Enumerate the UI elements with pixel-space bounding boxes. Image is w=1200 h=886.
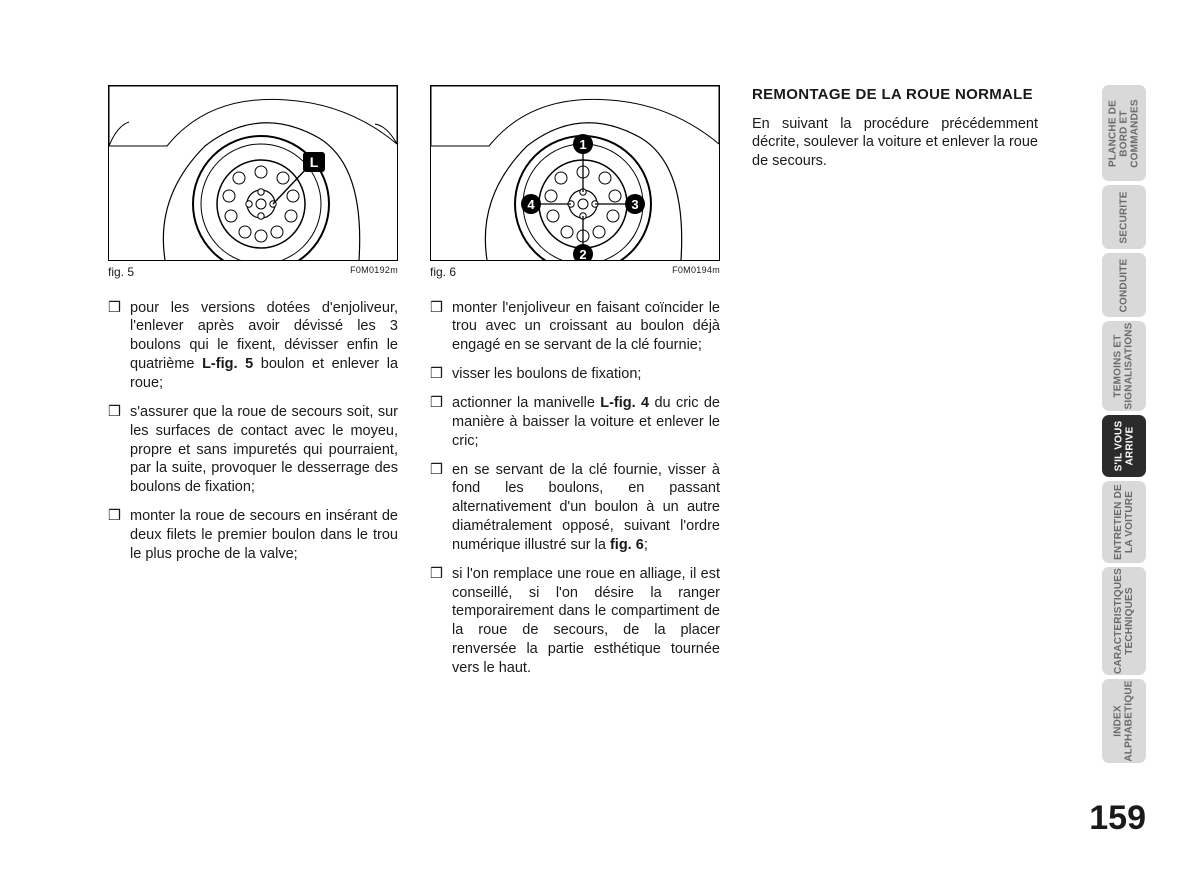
figure-6: 1 3 2 4 <box>430 85 720 261</box>
side-tab-label: CONDUITE <box>1119 258 1130 312</box>
side-tab-label: CARACTERISTIQUESTECHNIQUES <box>1113 568 1135 674</box>
fig6-label-3: 3 <box>631 197 638 212</box>
side-tab-6[interactable]: CARACTERISTIQUESTECHNIQUES <box>1102 567 1146 675</box>
page-content: L fig. 5 F0M0192m pour les versions doté… <box>108 85 1038 688</box>
side-tab-label: S'IL VOUSARRIVE <box>1113 421 1135 472</box>
list-item: en se servant de la clé fournie, visser … <box>430 461 720 555</box>
side-tab-5[interactable]: ENTRETIEN DELA VOITURE <box>1102 481 1146 563</box>
side-tab-0[interactable]: PLANCHE DEBORD ETCOMMANDES <box>1102 85 1146 181</box>
list-item: si l'on remplace une roue en alliage, il… <box>430 565 720 678</box>
list-item: visser les boulons de fixation; <box>430 365 720 384</box>
list-item: actionner la manivelle L-fig. 4 du cric … <box>430 394 720 451</box>
col2-list: monter l'enjoliveur en faisant coïncider… <box>430 299 720 678</box>
side-tab-2[interactable]: CONDUITE <box>1102 253 1146 317</box>
fig5-caption: fig. 5 <box>108 265 134 281</box>
side-tab-7[interactable]: INDEXALPHABETIQUE <box>1102 679 1146 763</box>
fig6-label-1: 1 <box>579 137 586 152</box>
side-tab-1[interactable]: SECURITE <box>1102 185 1146 249</box>
fig5-caption-row: fig. 5 F0M0192m <box>108 265 398 281</box>
fig6-caption-row: fig. 6 F0M0194m <box>430 265 720 281</box>
figure-5: L <box>108 85 398 261</box>
columns: L fig. 5 F0M0192m pour les versions doté… <box>108 85 1038 688</box>
col1-list: pour les versions dotées d'enjoliveur, l… <box>108 299 398 564</box>
side-tab-label: INDEXALPHABETIQUE <box>1113 680 1135 761</box>
list-item: monter l'enjoliveur en faisant coïncider… <box>430 299 720 356</box>
side-tab-4[interactable]: S'IL VOUSARRIVE <box>1102 415 1146 477</box>
fig6-caption: fig. 6 <box>430 265 456 281</box>
fig5-label-L: L <box>310 154 319 170</box>
side-tab-label: ENTRETIEN DELA VOITURE <box>1113 484 1135 560</box>
fig5-code: F0M0192m <box>350 265 398 281</box>
column-2: 1 3 2 4 fig. 6 F0M0194m monter l'enjoliv… <box>430 85 720 688</box>
fig6-code: F0M0194m <box>672 265 720 281</box>
list-item: s'assurer que la roue de secours soit, s… <box>108 403 398 497</box>
side-tab-3[interactable]: TEMOINS ETSIGNALISATIONS <box>1102 321 1146 411</box>
list-item: monter la roue de secours en insérant de… <box>108 507 398 564</box>
section-heading: REMONTAGE DE LA ROUE NORMALE <box>752 85 1038 105</box>
side-tab-label: PLANCHE DEBORD ETCOMMANDES <box>1108 99 1141 167</box>
column-1: L fig. 5 F0M0192m pour les versions doté… <box>108 85 398 688</box>
fig6-label-4: 4 <box>527 197 535 212</box>
side-tab-label: TEMOINS ETSIGNALISATIONS <box>1113 322 1135 409</box>
list-item: pour les versions dotées d'enjoliveur, l… <box>108 299 398 393</box>
column-3: REMONTAGE DE LA ROUE NORMALE En suivant … <box>752 85 1038 688</box>
section-paragraph: En suivant la procédure précédemment déc… <box>752 115 1038 172</box>
side-tab-label: SECURITE <box>1119 191 1130 243</box>
fig6-label-2: 2 <box>579 247 586 260</box>
page-number: 159 <box>1089 799 1146 838</box>
side-tabs: PLANCHE DEBORD ETCOMMANDES SECURITE CONDUI… <box>1102 85 1146 763</box>
